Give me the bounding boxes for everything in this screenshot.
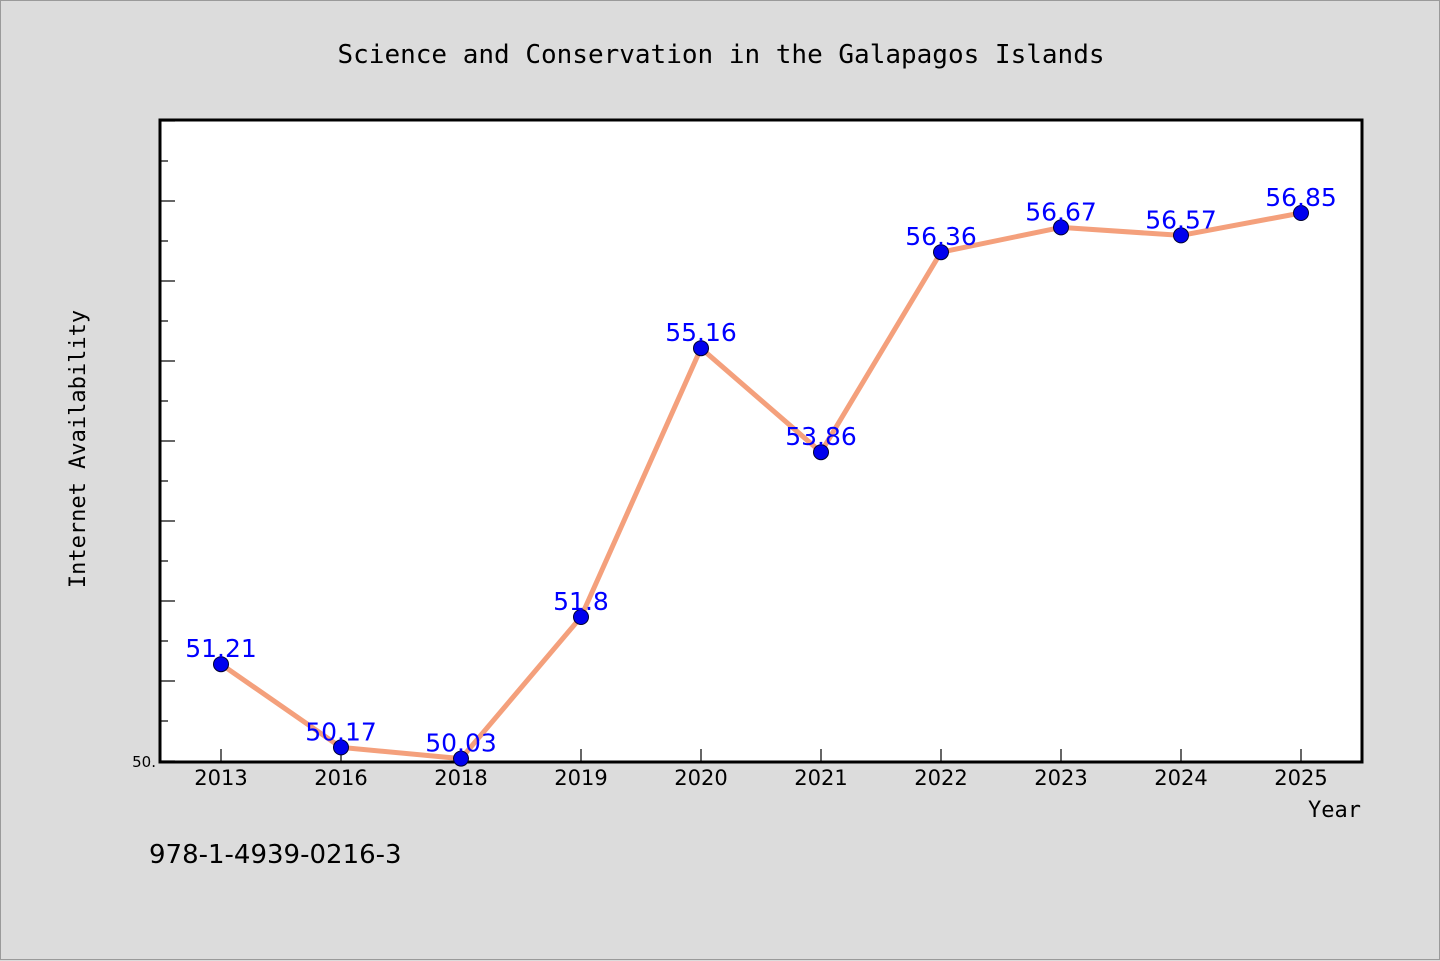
data-markers [213, 205, 1309, 767]
data-label: 55.16 [665, 318, 737, 347]
x-tick-label: 2016 [314, 766, 367, 790]
x-axis-tick-labels: 2013 2016 2018 2019 2020 2021 2022 2023 2024 2025 [194, 766, 1327, 790]
data-point [1173, 227, 1189, 244]
data-label: 53.86 [785, 422, 857, 451]
data-point [933, 244, 949, 261]
x-tick-label: 2019 [554, 766, 607, 790]
data-point [453, 750, 469, 767]
x-tick-label: 2024 [1154, 766, 1207, 790]
y-axis-ticks [161, 120, 175, 762]
data-label: 51.8 [553, 587, 609, 616]
data-point [573, 609, 589, 625]
data-label: 50.17 [305, 717, 377, 746]
x-tick-label: 2018 [434, 766, 487, 790]
y-axis-label: Internet Availability [66, 310, 91, 588]
x-tick-label: 2023 [1034, 766, 1087, 790]
x-axis-label: Year [1308, 798, 1361, 823]
data-label: 51.21 [185, 634, 257, 663]
data-point [693, 340, 709, 357]
data-point [813, 444, 829, 461]
x-tick-label: 2021 [794, 766, 847, 790]
data-labels: 51.21 50.17 50.03 51.8 55.16 53.86 56.36 56.67 5… [185, 183, 1337, 758]
data-point [1053, 219, 1069, 236]
data-point [1293, 205, 1309, 221]
chart-title: Science and Conservation in the Galapago… [337, 40, 1104, 70]
data-label: 56.67 [1025, 197, 1097, 226]
plot-area [158, 118, 1364, 764]
x-tick-label: 2013 [194, 766, 247, 790]
data-label: 56.57 [1145, 205, 1217, 234]
data-label: 50.03 [425, 729, 497, 758]
data-label: 56.85 [1265, 183, 1337, 212]
y-axis-min-label: 50. [132, 753, 156, 771]
data-point [333, 739, 349, 756]
data-point [213, 656, 229, 673]
series-line [219, 210, 1302, 762]
x-tick-label: 2020 [674, 766, 727, 790]
isbn-note: 978-1-4939-0216-3 [149, 840, 402, 870]
x-tick-label: 2025 [1274, 766, 1327, 790]
data-label: 56.36 [905, 222, 977, 251]
x-tick-label: 2022 [914, 766, 967, 790]
